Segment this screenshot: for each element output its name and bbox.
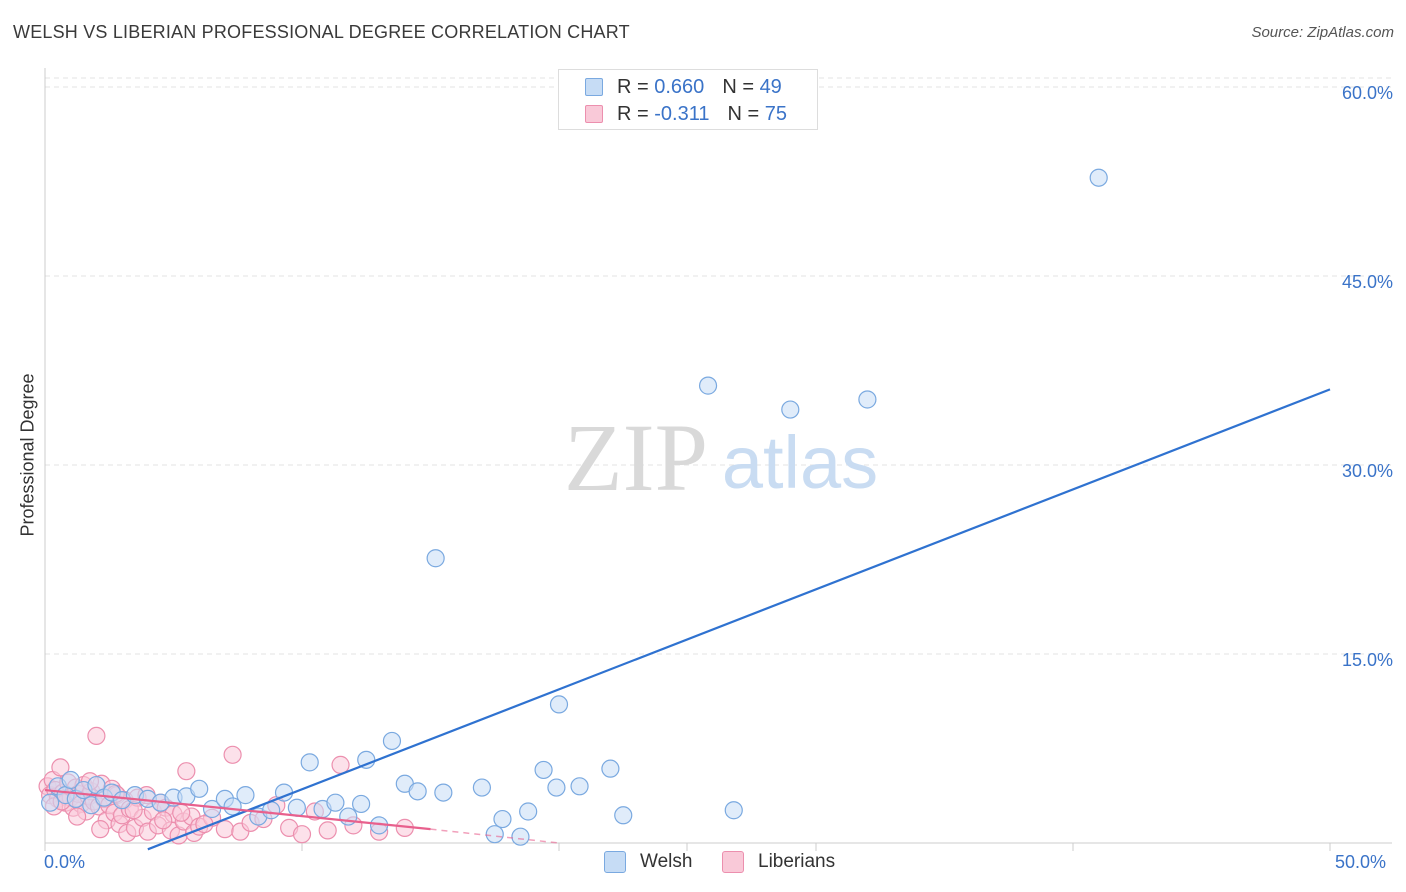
welsh-point-3 [61, 770, 80, 790]
series-legend: Welsh Liberians [0, 851, 1406, 877]
trend-lines [44, 388, 1331, 851]
welsh-point-16 [190, 779, 209, 798]
legend-row-liberian: R = -0.311 N = 75 [585, 101, 787, 127]
legend-label-welsh: Welsh [640, 851, 693, 872]
watermark: ZIP atlas [564, 404, 878, 511]
welsh-point-51 [858, 390, 877, 409]
welsh-point-52 [1089, 168, 1108, 187]
welsh-point-19 [223, 797, 242, 816]
welsh-point-48 [698, 376, 718, 395]
welsh-point-29 [352, 794, 371, 814]
welsh-point-38 [485, 825, 504, 844]
welsh-point-49 [724, 801, 743, 820]
welsh-point-40 [511, 827, 530, 846]
welsh-point-37 [472, 778, 491, 797]
legend-label-liberians: Liberians [758, 851, 836, 872]
legend-swatch-welsh [604, 851, 626, 873]
chart-title: WELSH VS LIBERIAN PROFESSIONAL DEGREE CO… [13, 22, 630, 42]
legend-n-label: N = [722, 75, 754, 98]
welsh-point-36 [426, 549, 445, 568]
legend-item-welsh[interactable]: Welsh [604, 851, 692, 873]
liberian-point-45 [177, 762, 196, 781]
welsh-point-35 [434, 783, 453, 802]
legend-swatch-welsh [585, 78, 603, 96]
welsh-point-25 [300, 753, 319, 772]
legend-swatch-liberian [585, 105, 603, 123]
liberian-point-5 [51, 758, 70, 777]
welsh-points [41, 168, 1108, 846]
welsh-point-42 [534, 760, 553, 780]
welsh-point-45 [570, 777, 589, 796]
grid-lines [45, 77, 1392, 655]
liberian-point-50 [215, 820, 234, 839]
welsh-point-24 [287, 798, 306, 817]
welsh-point-27 [326, 793, 345, 812]
watermark-zip: ZIP [564, 404, 708, 511]
y-tick-label-1: 30.0% [1341, 461, 1393, 481]
legend-n-value: 49 [759, 75, 782, 98]
welsh-point-46 [601, 759, 620, 778]
legend-r-label: R = [617, 102, 649, 125]
legend-item-liberians[interactable]: Liberians [722, 851, 835, 873]
liberian-point-59 [318, 821, 337, 840]
legend-row-welsh: R = 0.660 N = 49 [585, 74, 782, 100]
liberian-point-73 [172, 803, 191, 822]
liberian-point-66 [68, 807, 87, 826]
liberian-point-68 [91, 820, 110, 839]
welsh-point-44 [549, 695, 569, 714]
welsh-point-34 [408, 782, 427, 801]
source-label[interactable]: Source: ZipAtlas.com [1251, 24, 1394, 41]
welsh-point-50 [781, 400, 800, 419]
legend-r-value: -0.311 [654, 102, 710, 125]
liberian-trend-line [44, 788, 431, 831]
welsh-point-47 [614, 806, 633, 825]
liberian-point-72 [154, 811, 173, 830]
legend-r-label: R = [617, 75, 649, 98]
welsh-point-32 [382, 731, 402, 751]
welsh-point-0 [41, 793, 60, 812]
welsh-point-41 [519, 802, 538, 821]
liberian-point-19 [87, 726, 106, 746]
legend-n-value: 75 [764, 102, 787, 125]
legend-r-value: 0.660 [654, 75, 705, 98]
welsh-point-43 [547, 778, 566, 797]
x-tick-max: 50.0% [1335, 852, 1387, 872]
legend-n-label: N = [727, 102, 760, 125]
welsh-point-20 [236, 786, 255, 805]
correlation-legend: R = 0.660 N = 49 R = -0.311 N = 75 [558, 69, 818, 130]
y-tick-label-0: 15.0% [1341, 650, 1393, 670]
y-tick-label-2: 45.0% [1341, 272, 1393, 292]
welsh-trend-line [147, 388, 1331, 851]
liberian-point-57 [292, 825, 312, 844]
welsh-point-17 [202, 799, 222, 819]
x-tick-min: 0.0% [44, 852, 86, 872]
watermark-atlas: atlas [722, 421, 878, 504]
legend-swatch-liberian [722, 851, 744, 873]
axes [44, 68, 1392, 851]
liberian-point-51 [223, 745, 242, 764]
welsh-point-39 [493, 809, 512, 829]
y-tick-label-3: 60.0% [1341, 83, 1393, 103]
